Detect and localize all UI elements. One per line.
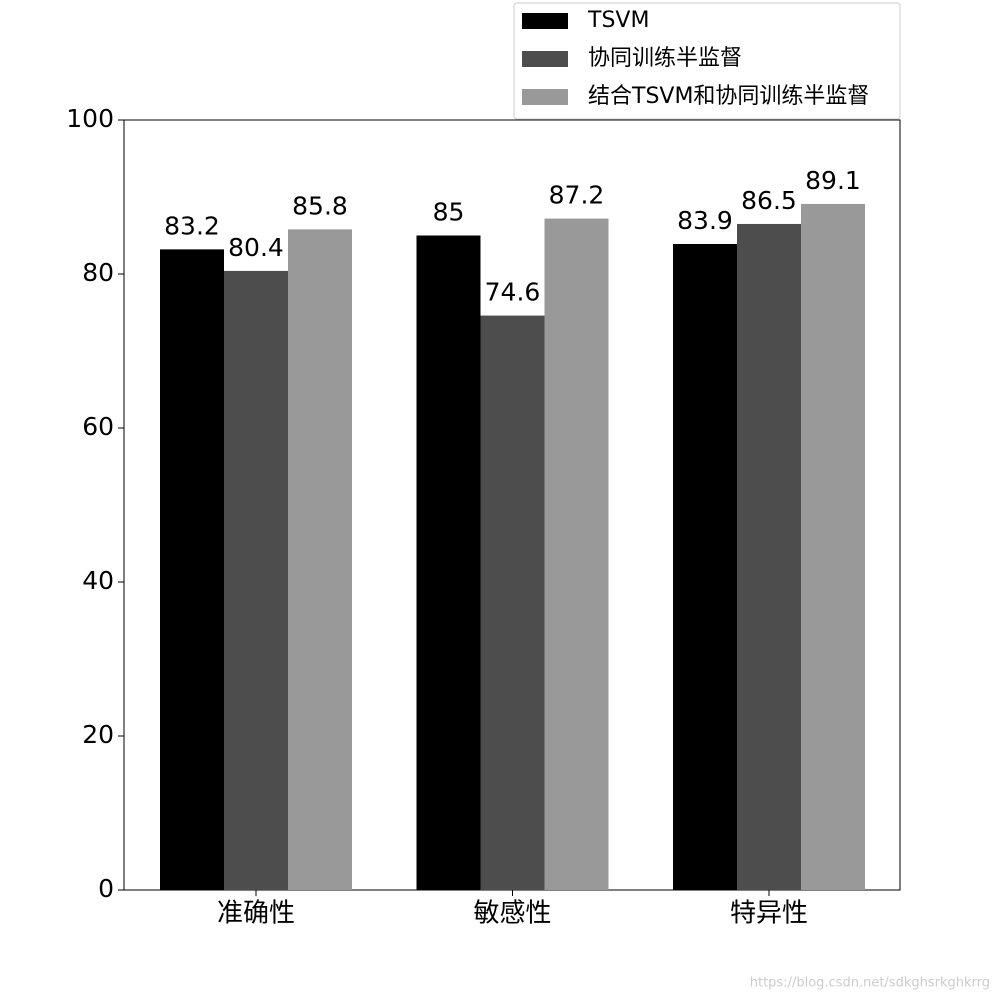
value-label: 80.4: [228, 233, 284, 262]
x-tick-label: 敏感性: [473, 899, 551, 929]
bar: [737, 223, 801, 890]
watermark: https://blog.csdn.net/sdkghsrkghkrrg: [750, 976, 990, 991]
y-tick-label: 80: [82, 258, 114, 287]
x-tick-label: 准确性: [217, 899, 295, 929]
value-label: 83.9: [677, 206, 733, 235]
value-label: 85.8: [292, 191, 348, 220]
bar: [544, 218, 609, 890]
legend-swatch: [522, 13, 568, 29]
value-label: 86.5: [741, 186, 797, 215]
value-label: 74.6: [485, 278, 541, 307]
legend-label: 结合TSVM和协同训练半监督: [588, 84, 869, 109]
y-tick-label: 60: [82, 412, 114, 441]
y-tick-label: 0: [98, 874, 114, 903]
legend-swatch: [522, 51, 568, 67]
bar: [416, 235, 481, 890]
y-tick-label: 20: [82, 720, 114, 749]
y-tick-label: 40: [82, 566, 114, 595]
legend-swatch: [522, 89, 568, 105]
value-label: 85: [433, 198, 465, 227]
bar: [288, 229, 352, 891]
bar: [673, 243, 737, 891]
legend-label: 协同训练半监督: [588, 46, 742, 71]
value-label: 87.2: [549, 181, 605, 210]
bar: [801, 203, 865, 890]
value-label: 89.1: [805, 166, 861, 195]
legend-box: [513, 2, 901, 120]
legend-label: TSVM: [587, 8, 649, 33]
bar: [224, 270, 288, 890]
bar: [160, 249, 224, 891]
x-tick-label: 特异性: [730, 899, 808, 929]
value-label: 83.2: [164, 211, 220, 240]
y-tick-label: 100: [66, 104, 114, 133]
bar: [480, 315, 545, 891]
